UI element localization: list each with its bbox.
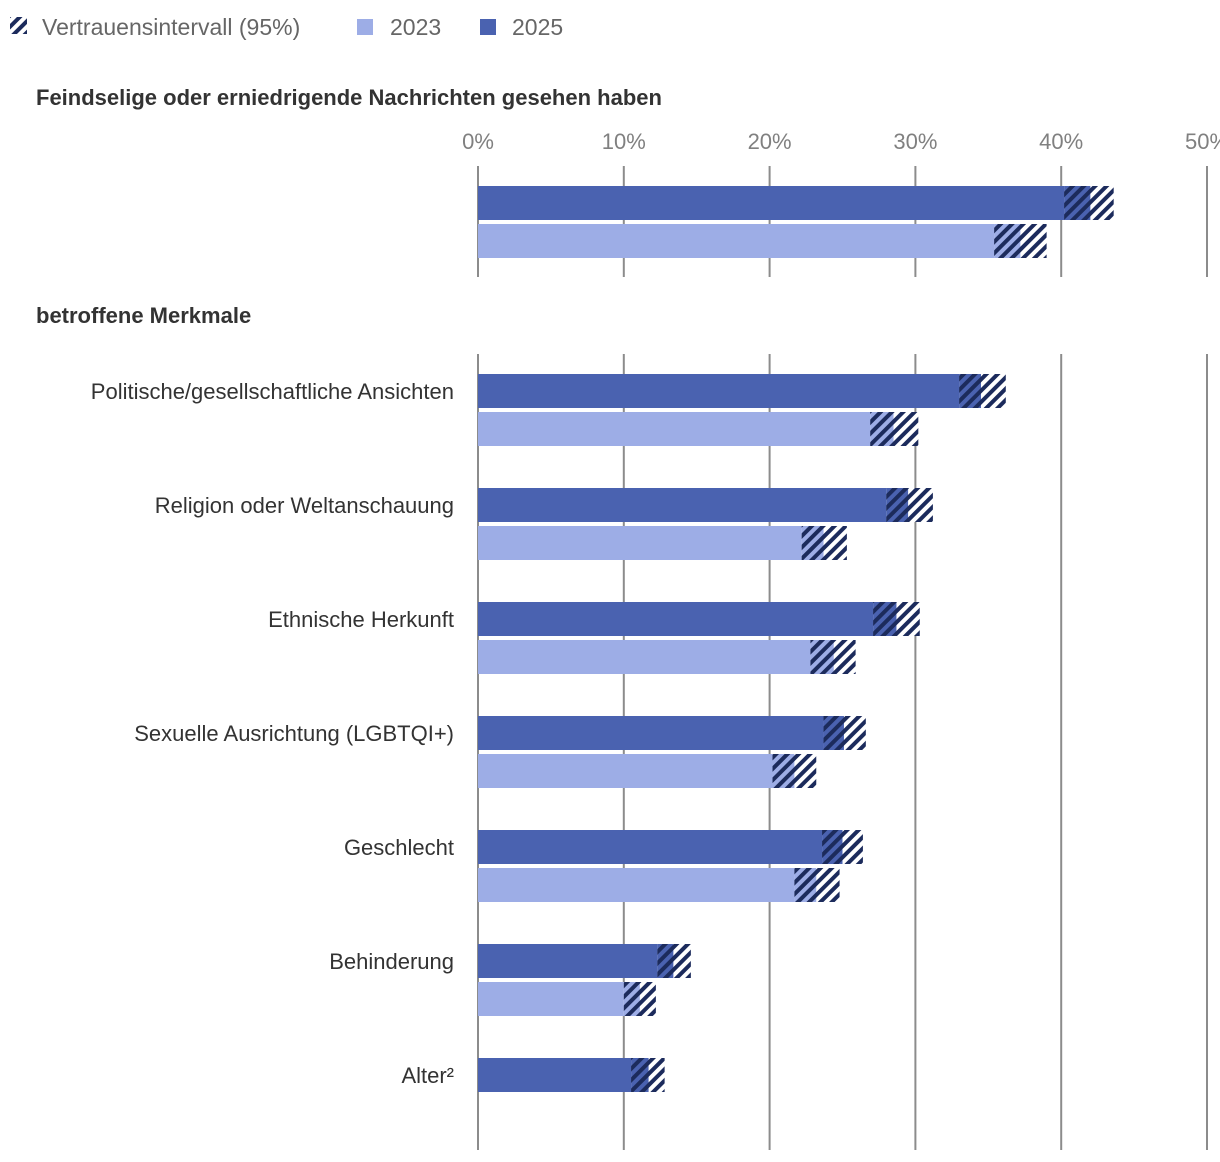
panel-2-title: betroffene Merkmale: [36, 303, 251, 328]
ci-interval-2023: [623, 982, 656, 1016]
x-tick-label: 0%: [462, 129, 494, 154]
ci-interval-2023: [994, 224, 1047, 258]
x-tick-label: 40%: [1039, 129, 1083, 154]
ci-interval-2025: [822, 830, 863, 864]
x-axis-tick-labels: 0% 10% 20% 30% 40% 50%: [462, 129, 1220, 154]
ci-interval-2025: [657, 944, 691, 978]
category-labels: Politische/gesellschaftliche Ansichten Re…: [91, 379, 454, 1088]
bar-2025: [478, 716, 844, 750]
bar-2023: [478, 412, 894, 446]
ci-interval-2023: [794, 868, 840, 902]
panel-1-bars: [478, 186, 1114, 258]
legend-2023-label: 2023: [390, 14, 441, 40]
ci-interval-2023: [801, 526, 847, 560]
bar-2023: [478, 982, 640, 1016]
panel-1-gridlines: [477, 166, 1208, 277]
ci-interval-2023: [810, 640, 856, 674]
bar-2025: [478, 186, 1091, 220]
bar-2025: [478, 944, 674, 978]
category-label: Geschlecht: [344, 835, 454, 860]
ci-interval-2025: [959, 374, 1006, 408]
bar-2023: [478, 754, 795, 788]
legend-ci-label: Vertrauensintervall (95%): [42, 14, 300, 40]
category-label: Behinderung: [329, 949, 454, 974]
bar-2025: [478, 488, 909, 522]
ci-interval-2023: [772, 754, 817, 788]
ci-interval-2025: [631, 1058, 665, 1092]
category-label: Religion oder Weltanschauung: [155, 493, 454, 518]
legend: Vertrauensintervall (95%) 2023 2025: [10, 14, 563, 40]
category-label: Ethnische Herkunft: [268, 607, 454, 632]
ci-interval-2025: [873, 602, 920, 636]
ci-interval-2023: [870, 412, 919, 446]
legend-ci-swatch: [10, 17, 27, 34]
x-tick-label: 20%: [748, 129, 792, 154]
legend-2023-swatch: [357, 19, 373, 35]
bar-2023: [478, 526, 824, 560]
bar-2023: [478, 640, 834, 674]
panel-2-bars: [478, 374, 1006, 1092]
category-label: Politische/gesellschaftliche Ansichten: [91, 379, 454, 404]
panel-2-gridlines: [477, 354, 1208, 1150]
bar-2025: [478, 830, 843, 864]
ci-interval-2025: [823, 716, 866, 750]
bar-2025: [478, 374, 982, 408]
category-label: Sexuelle Ausrichtung (LGBTQI+): [134, 721, 454, 746]
x-tick-label: 30%: [893, 129, 937, 154]
bar-2023: [478, 224, 1021, 258]
legend-2025-swatch: [480, 19, 496, 35]
ci-interval-2025: [886, 488, 933, 522]
legend-2025-label: 2025: [512, 14, 563, 40]
bar-2025: [478, 602, 897, 636]
ci-interval-2025: [1064, 186, 1114, 220]
x-tick-label: 50%: [1185, 129, 1220, 154]
x-tick-label: 10%: [602, 129, 646, 154]
category-label: Alter²: [401, 1063, 454, 1088]
bar-2023: [478, 868, 817, 902]
panel-1-title: Feindselige oder erniedrigende Nachricht…: [36, 85, 662, 110]
bar-2025: [478, 1058, 649, 1092]
